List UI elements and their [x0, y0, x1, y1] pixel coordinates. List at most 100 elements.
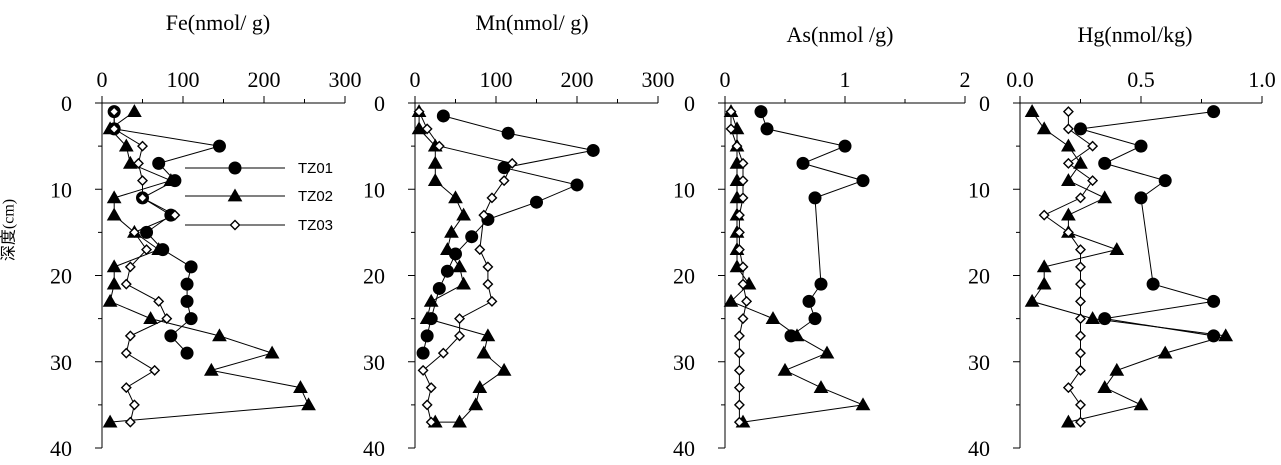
- legend-marker-tz02: [227, 188, 243, 202]
- panel-1-tz03-point: [108, 106, 120, 118]
- panel-3-tz03-point: [733, 382, 745, 394]
- panel-4-tz02-point: [1073, 155, 1088, 169]
- panel-2-tz03-point: [425, 382, 437, 394]
- panel-4-tz03-point: [1038, 209, 1050, 221]
- panel-3-tz03-point: [733, 416, 745, 428]
- panel-2-tz03-point: [482, 278, 494, 290]
- panel-2-y-tick-label: 20: [363, 264, 385, 289]
- panel-4-tz02-point: [1061, 138, 1076, 152]
- panel-2-tz02-point: [427, 155, 443, 169]
- panel-3-tz03-point: [731, 140, 743, 152]
- panel-3-tz03-point: [733, 226, 745, 238]
- panel-3-tz01-point: [802, 294, 816, 308]
- panel-1-tz03-point: [132, 157, 144, 169]
- panel-2-tz02-point: [472, 380, 488, 393]
- panel-2-tz02-point: [456, 276, 471, 290]
- panel-2-title: Mn(nmol/ g): [475, 10, 588, 35]
- panel-3-tz01-point: [808, 191, 822, 205]
- panel-3-y-tick-label: 20: [673, 264, 695, 289]
- panel-4-tz02-point: [1036, 276, 1052, 290]
- panel-3-tz03-point: [741, 295, 753, 307]
- panel-2-x-tick-label: 100: [480, 67, 513, 92]
- panel-1-tz03-point: [124, 416, 136, 428]
- panel-1-tz02-point: [118, 138, 134, 152]
- panel-3-tz03-point: [737, 278, 749, 290]
- panel-3-tz01-point: [838, 139, 852, 153]
- panel-4-tz02-line: [1031, 111, 1226, 423]
- panel-3-y-tick-label: 0: [684, 91, 695, 116]
- panel-3-tz03-point: [737, 175, 749, 187]
- panel-4-title: Hg(nmol/kg): [1078, 22, 1193, 47]
- panel-4-tz02-point: [1097, 190, 1113, 204]
- panel-3-tz02-point: [855, 397, 871, 411]
- panel-1-tz01-point: [180, 294, 194, 308]
- panel-2-tz01-point: [440, 264, 454, 278]
- panel-2-x-tick-label: 200: [561, 67, 594, 92]
- panel-4-tz02-point: [1024, 104, 1040, 117]
- panel-2-tz01-point: [586, 143, 600, 157]
- panel-3-x-tick-label: 2: [960, 67, 971, 92]
- panel-4-tz03-point: [1075, 278, 1086, 290]
- panel-4-tz01-point: [1134, 191, 1148, 205]
- panel-4-tz02-point: [1085, 311, 1100, 324]
- panel-4-tz01-point: [1158, 174, 1172, 188]
- panel-1-tz03-point: [124, 261, 136, 273]
- panel-1-x-tick-label: 0: [97, 67, 108, 92]
- panel-4-tz02-point: [1061, 173, 1076, 186]
- panel-2-tz03-point: [454, 330, 466, 342]
- panel-1-tz02-point: [127, 104, 142, 117]
- panel-2-x-tick-label: 300: [642, 67, 675, 92]
- panel-2-y-tick-label: 30: [363, 350, 385, 375]
- panel-4-tz03-point: [1062, 157, 1074, 169]
- panel-2-tz01-point: [420, 329, 434, 343]
- panel-4-tz02-point: [1024, 293, 1040, 307]
- panel-1-tz01-point: [212, 139, 226, 153]
- panel-3-tz03-point: [733, 330, 745, 342]
- panel-1-tz01-point: [184, 312, 198, 326]
- panel-4-x-tick-label: 1.0: [1248, 67, 1276, 92]
- panel-2-tz02-point: [456, 207, 471, 221]
- panel-1-tz03-point: [120, 382, 132, 394]
- legend-label-tz02: TZ02: [298, 188, 333, 205]
- panel-4-tz03-point: [1075, 192, 1086, 204]
- panel-2-tz02-point: [496, 362, 512, 376]
- panel-3-tz01-point: [808, 312, 822, 326]
- panel-1-tz03-point: [137, 175, 148, 187]
- panel-3-tz03-point: [737, 192, 749, 204]
- panel-1-x-tick-label: 200: [248, 67, 281, 92]
- panel-2-tz02-point: [476, 345, 492, 359]
- panel-3-tz02-point: [765, 311, 781, 324]
- panel-4-tz03-point: [1075, 244, 1086, 256]
- panel-2-tz03-point: [454, 313, 466, 325]
- panel-1-x-tick-label: 100: [167, 67, 200, 92]
- panel-2-x-tick-label: 0: [410, 67, 421, 92]
- panel-3-tz03-point: [733, 364, 745, 376]
- panel-3-tz02-point: [777, 362, 793, 376]
- panel-3-tz01-point: [796, 156, 810, 170]
- panel-3-tz01-point: [754, 105, 768, 119]
- shared-y-axis-label: 深度(cm): [0, 199, 18, 261]
- panel-1-tz02-point: [122, 155, 138, 169]
- panel-3-y-tick-label: 30: [673, 350, 695, 375]
- panel-4-tz02-point: [1218, 328, 1234, 342]
- panel-1-tz02-point: [212, 328, 227, 342]
- panel-2-tz02-point: [411, 121, 427, 135]
- panel-1-tz02-point: [203, 362, 219, 376]
- panel-4-tz03-point: [1062, 106, 1074, 118]
- panel-1-tz03-point: [120, 347, 132, 359]
- panel-2-tz01-point: [416, 346, 430, 360]
- legend-marker-tz03: [229, 219, 241, 231]
- panel-1-tz02-point: [106, 259, 122, 273]
- panel-1-tz03-line: [113, 111, 177, 423]
- panel-4-tz02-point: [1109, 242, 1125, 255]
- panel-1-tz03-point: [141, 244, 153, 256]
- panel-2-tz02-point: [440, 242, 455, 255]
- panel-2-tz02-point: [452, 414, 467, 428]
- panel-1-y-tick-label: 10: [50, 177, 72, 202]
- panel-1-tz01-point: [180, 346, 194, 360]
- panel-4-y-tick-label: 40: [968, 436, 990, 460]
- panel-3-y-tick-label: 40: [673, 436, 695, 460]
- panel-2-tz03-point: [486, 192, 498, 204]
- panel-4-y-tick-label: 30: [968, 350, 990, 375]
- panel-1-tz02-point: [264, 345, 280, 359]
